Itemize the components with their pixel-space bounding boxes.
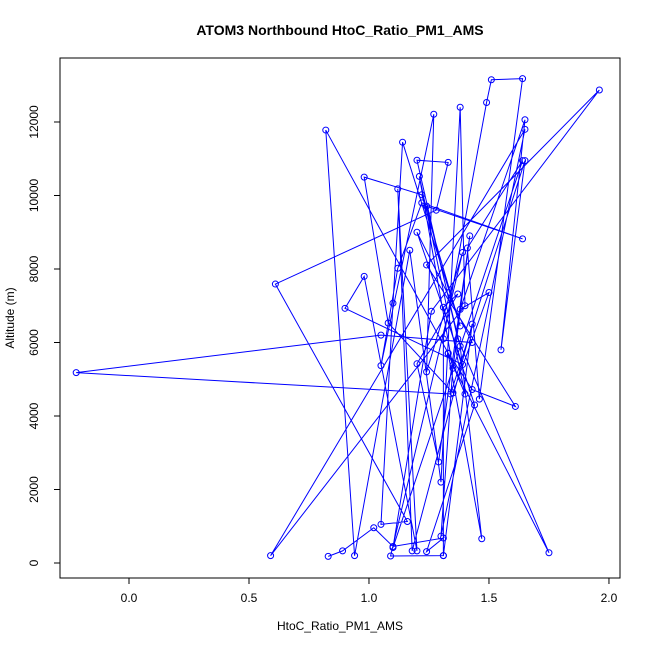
point <box>461 390 469 398</box>
x-tick-label: 1.5 <box>481 591 498 605</box>
point <box>439 303 447 311</box>
point <box>595 86 603 94</box>
point <box>377 520 385 528</box>
point <box>497 346 505 354</box>
y-tick-label: 2000 <box>27 476 41 503</box>
point <box>447 390 455 398</box>
x-axis-label: HtoC_Ratio_PM1_AMS <box>277 619 403 633</box>
y-axis-label: Altitude (m) <box>3 287 17 348</box>
point <box>418 191 426 199</box>
point <box>377 362 385 370</box>
point <box>423 202 431 210</box>
point <box>521 125 529 133</box>
point <box>389 299 397 307</box>
point <box>271 280 279 288</box>
point <box>406 246 414 254</box>
x-tick-label: 1.0 <box>361 591 378 605</box>
point <box>519 75 527 83</box>
point <box>423 548 431 556</box>
y-tick-label: 0 <box>27 559 41 566</box>
point <box>444 158 452 166</box>
point <box>471 401 479 409</box>
point <box>339 547 347 555</box>
point <box>360 173 368 181</box>
point <box>351 552 359 560</box>
point <box>468 320 476 328</box>
x-tick-label: 2.0 <box>601 591 618 605</box>
point <box>324 552 332 560</box>
point <box>415 172 423 180</box>
point <box>413 228 421 236</box>
y-tick-label: 12000 <box>27 105 41 139</box>
point <box>360 272 368 280</box>
y-tick-label: 10000 <box>27 178 41 212</box>
point <box>456 103 464 111</box>
point <box>449 364 457 372</box>
point <box>461 302 469 310</box>
point <box>519 235 527 243</box>
y-tick-label: 8000 <box>27 255 41 282</box>
point <box>475 395 483 403</box>
point <box>545 549 553 557</box>
chart-title: ATOM3 Northbound HtoC_Ratio_PM1_AMS <box>196 22 483 38</box>
point <box>444 349 452 357</box>
point <box>413 360 421 368</box>
x-tick-label: 0.0 <box>121 591 138 605</box>
point <box>454 335 462 343</box>
point <box>478 535 486 543</box>
point <box>408 547 416 555</box>
point <box>394 185 402 193</box>
point <box>432 206 440 214</box>
point <box>459 361 467 369</box>
point <box>435 458 443 466</box>
point <box>456 322 464 330</box>
point <box>437 532 445 540</box>
point <box>387 552 395 560</box>
point <box>511 402 519 410</box>
point <box>459 248 467 256</box>
point <box>456 305 464 313</box>
point <box>72 369 80 377</box>
point <box>456 342 464 350</box>
point <box>423 368 431 376</box>
y-tick-label: 6000 <box>27 329 41 356</box>
point <box>384 319 392 327</box>
x-tick-label: 0.5 <box>241 591 258 605</box>
point <box>521 157 529 165</box>
point <box>423 261 431 269</box>
point <box>389 544 397 552</box>
point <box>399 138 407 146</box>
point <box>463 244 471 252</box>
point <box>483 99 491 107</box>
point <box>487 76 495 84</box>
point <box>439 335 447 343</box>
point <box>413 547 421 555</box>
point <box>377 331 385 339</box>
point <box>485 289 493 297</box>
point <box>439 552 447 560</box>
point <box>521 116 529 124</box>
point <box>454 290 462 298</box>
point <box>427 307 435 315</box>
point <box>437 478 445 486</box>
point <box>322 126 330 134</box>
point <box>267 552 275 560</box>
point <box>468 338 476 346</box>
point <box>430 110 438 118</box>
point <box>341 304 349 312</box>
point <box>466 232 474 240</box>
point <box>468 386 476 394</box>
y-tick-label: 4000 <box>27 402 41 429</box>
point <box>449 361 457 369</box>
point <box>418 199 426 207</box>
series-line <box>76 78 600 557</box>
point <box>403 517 411 525</box>
plot-frame <box>59 57 621 579</box>
point <box>413 156 421 164</box>
point <box>394 264 402 272</box>
point <box>370 524 378 532</box>
point <box>519 157 527 165</box>
